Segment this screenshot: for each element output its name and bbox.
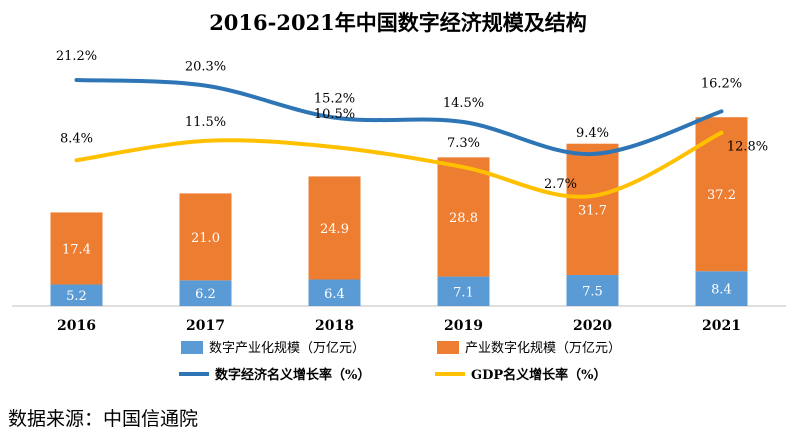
digital-economy-growth-line	[74, 78, 724, 156]
line-value-label: 20.3%	[185, 60, 226, 75]
bar-digital-industrialization-2021	[695, 271, 748, 306]
bar-value-label: 21.0	[191, 231, 220, 246]
line-value-label: 15.2%	[314, 92, 355, 107]
bar-value-label: 5.2	[66, 289, 87, 304]
bar-industrial-digitalization-2020	[566, 143, 619, 275]
line-value-label: 11.5%	[185, 115, 226, 130]
x-tick-label: 2016	[57, 318, 96, 334]
bar-value-label: 37.2	[707, 188, 736, 203]
line-value-label: 7.3%	[447, 136, 480, 151]
bar-digital-industrialization-2019	[437, 276, 490, 306]
bar-value-label: 6.4	[324, 287, 345, 302]
line-value-label: 9.4%	[576, 126, 609, 141]
legend-label: 产业数字化规模（万亿元）	[465, 341, 621, 356]
bar-value-label: 6.2	[195, 287, 216, 302]
bar-value-label: 31.7	[578, 203, 607, 218]
x-tick-label: 2017	[186, 318, 225, 334]
line-value-label: 2.7%	[544, 177, 577, 192]
line-value-label: 12.8%	[727, 140, 768, 155]
gdp-growth-line	[74, 130, 724, 199]
bar-value-label: 7.1	[453, 285, 474, 300]
chart: 2016-2021年中国数字经济规模及结构 5.2 17.4 6.2 21.0 6.4 2…	[12, 10, 786, 383]
bar-digital-industrialization-2016	[50, 284, 103, 306]
bar-industrial-digitalization-2017	[179, 193, 232, 281]
x-tick-label: 2018	[315, 318, 354, 334]
legend-swatch	[437, 341, 459, 354]
bar-industrial-digitalization-2016	[50, 212, 103, 285]
line-value-label: 16.2%	[701, 76, 742, 91]
chart-title: 2016-2021年中国数字经济规模及结构	[209, 10, 587, 35]
bar-value-label: 28.8	[449, 211, 478, 226]
legend-label: GDP名义增长率（%）	[471, 367, 607, 383]
source-note: 数据来源：中国信通院	[8, 408, 199, 430]
bar-industrial-digitalization-2018	[308, 176, 361, 280]
line-value-label: 8.4%	[60, 131, 93, 146]
bar-value-label: 7.5	[582, 284, 603, 299]
bar-value-label: 17.4	[62, 242, 91, 257]
legend-swatch	[181, 341, 203, 354]
x-tick-label: 2021	[702, 318, 741, 334]
bar-digital-industrialization-2018	[308, 279, 361, 306]
bar-industrial-digitalization-2019	[437, 157, 490, 277]
legend-label: 数字经济名义增长率（%）	[215, 367, 370, 383]
bar-value-label: 8.4	[711, 283, 732, 298]
legend-label: 数字产业化规模（万亿元）	[209, 341, 365, 356]
bar-digital-industrialization-2017	[179, 280, 232, 306]
x-tick-label: 2019	[444, 318, 483, 334]
line-value-label: 14.5%	[443, 96, 484, 111]
x-tick-label: 2020	[573, 318, 612, 334]
line-value-label: 21.2%	[56, 49, 97, 64]
bar-digital-industrialization-2020	[566, 274, 619, 306]
bar-value-label: 24.9	[320, 222, 349, 237]
line-value-label: 10.5%	[314, 107, 355, 122]
